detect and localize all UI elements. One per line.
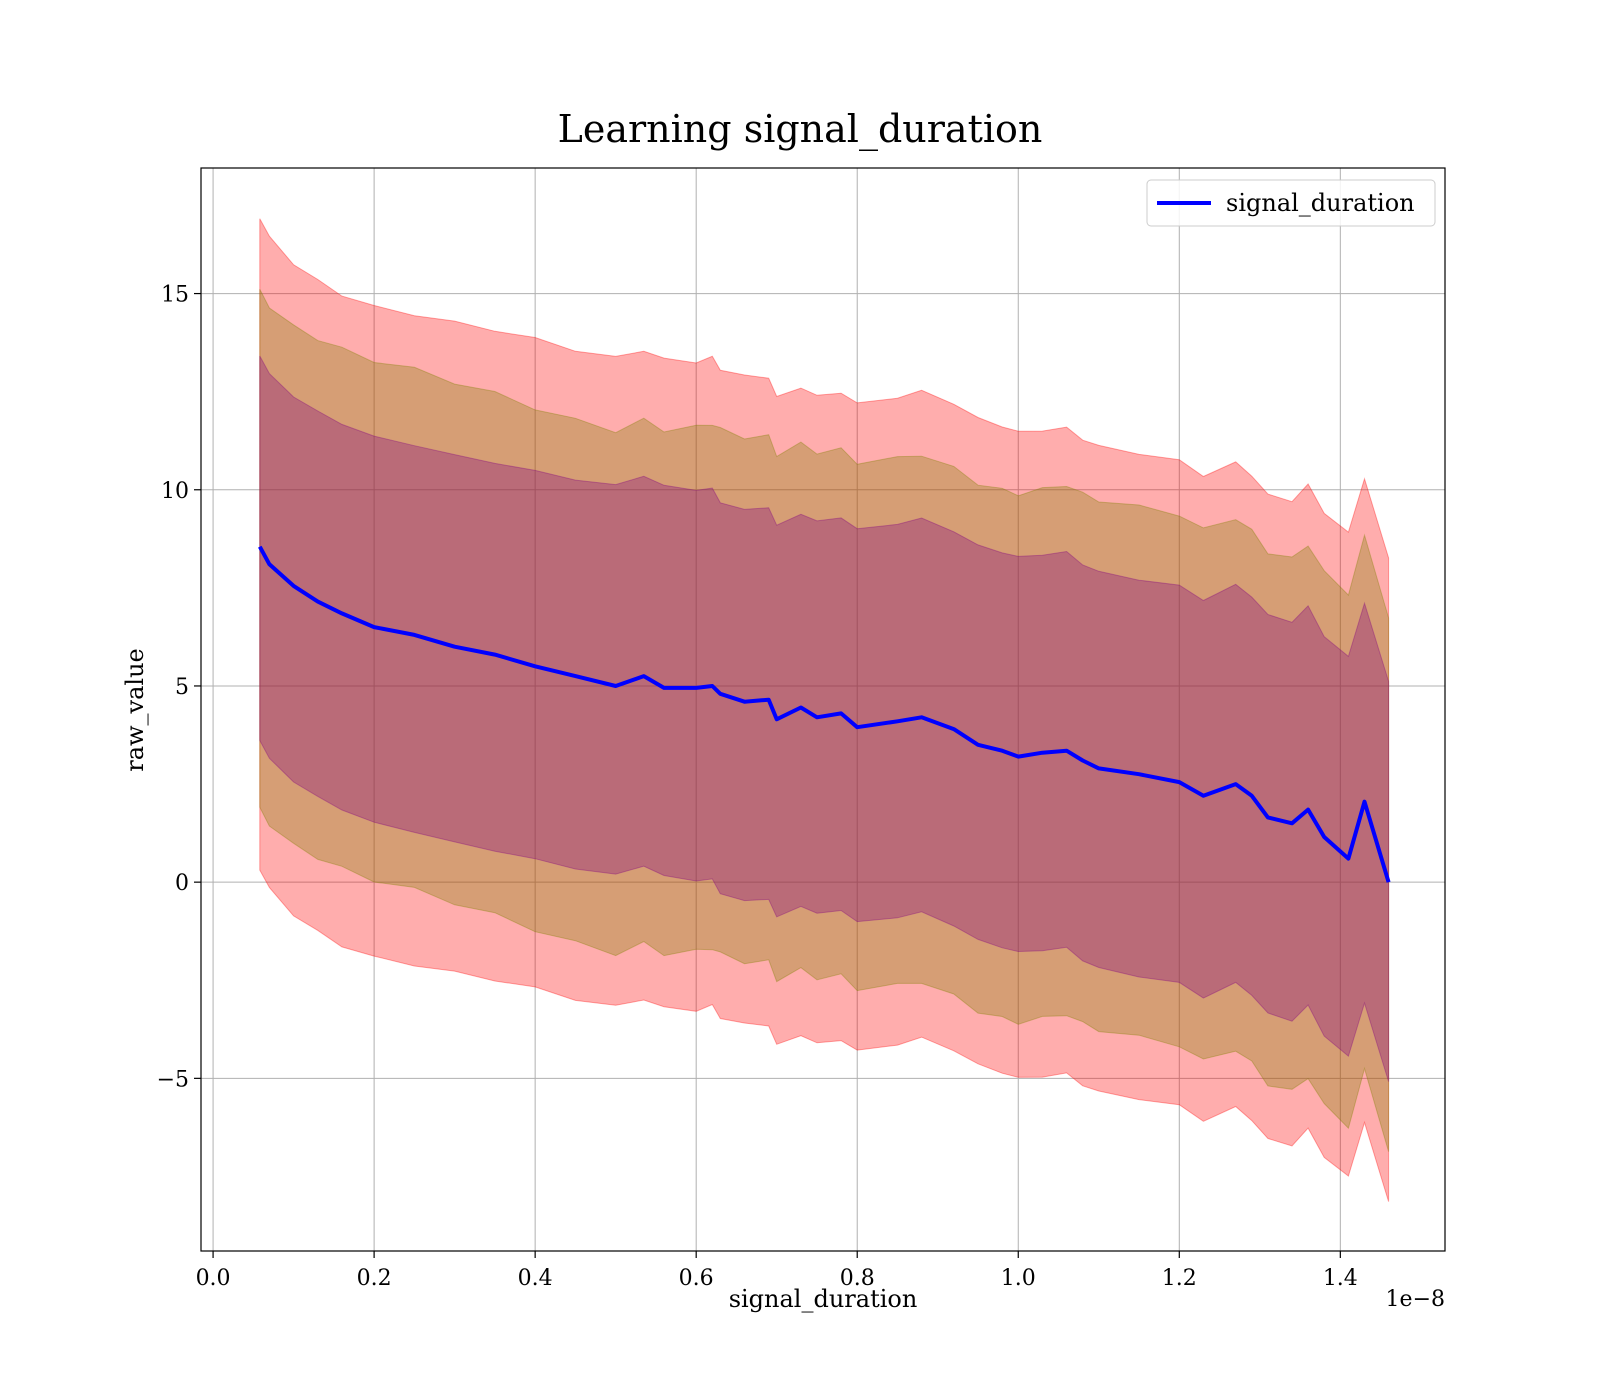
confidence-bands <box>259 218 1390 1202</box>
legend-entry-label: signal_duration <box>1226 189 1415 217</box>
y-axis-label: raw_value <box>121 648 149 772</box>
x-tick-label: 1.2 <box>1162 1266 1197 1291</box>
plot-frame <box>200 167 1446 1252</box>
legend: signal_duration <box>1146 179 1436 227</box>
chart-title: Learning signal_duration <box>558 107 1043 152</box>
x-axis-label: signal_duration <box>729 1285 918 1313</box>
series-lines <box>258 545 1391 883</box>
y-tick-label: 5 <box>175 675 189 700</box>
y-axis-ticks: −5 0 5 10 15 <box>157 283 201 1092</box>
y-tick-label: 15 <box>161 283 189 308</box>
x-tick-label: 0.8 <box>840 1266 875 1291</box>
band-middle <box>259 288 1390 1152</box>
x-tick-label: 1.4 <box>1323 1266 1358 1291</box>
x-tick-label: 0.2 <box>357 1266 392 1291</box>
band-outer <box>259 218 1390 1202</box>
x-tick-label: 1.0 <box>1001 1266 1036 1291</box>
series-line-signal-duration <box>258 545 1391 883</box>
grid <box>201 168 1445 1251</box>
band-inner <box>259 355 1390 1082</box>
y-tick-label: 10 <box>161 479 189 504</box>
y-tick-label: 0 <box>175 871 189 896</box>
y-tick-label: −5 <box>157 1067 189 1092</box>
x-tick-label: 0.6 <box>679 1266 714 1291</box>
legend-box <box>1146 179 1436 227</box>
x-axis-ticks: 0.0 0.2 0.4 0.6 0.8 1.0 1.2 1.4 <box>196 1251 1358 1291</box>
x-tick-label: 0.4 <box>518 1266 553 1291</box>
x-axis-offset-label: 1e−8 <box>1386 1287 1445 1312</box>
x-tick-label: 0.0 <box>196 1266 231 1291</box>
